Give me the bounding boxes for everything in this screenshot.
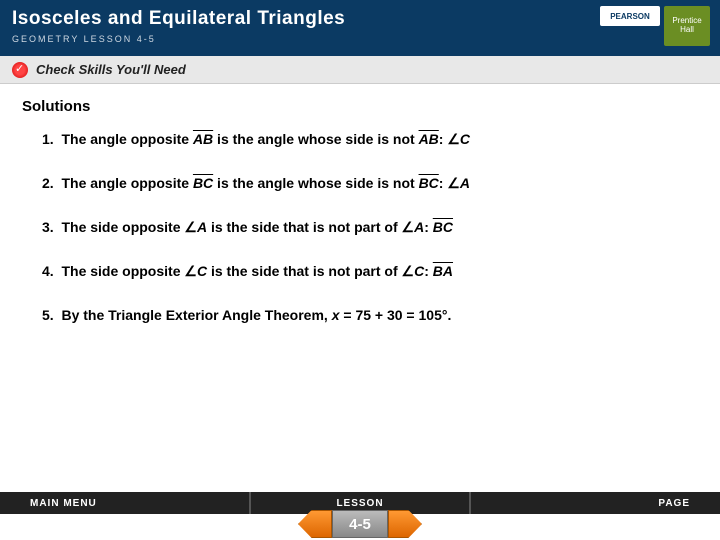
solution-item-3: 3. The side opposite ∠A is the side that… (22, 217, 698, 239)
solution-item-2: 2. The angle opposite BC is the angle wh… (22, 173, 698, 195)
page-label: PAGE (471, 492, 720, 514)
header: Isosceles and Equilateral Triangles GEOM… (0, 0, 720, 56)
main-menu-button[interactable]: MAIN MENU (0, 492, 251, 514)
publisher-logo: PEARSON Prentice Hall (600, 6, 710, 46)
page-number: 4-5 (332, 510, 388, 538)
prev-page-button[interactable] (298, 510, 332, 538)
logo-prentice-hall: Prentice Hall (664, 6, 710, 46)
content-area: Solutions 1. The angle opposite AB is th… (0, 84, 720, 362)
logo-pearson: PEARSON (600, 6, 660, 26)
solution-item-1: 1. The angle opposite AB is the angle wh… (22, 129, 698, 151)
page-nav: 4-5 (298, 508, 422, 540)
solution-item-4: 4. The side opposite ∠C is the side that… (22, 261, 698, 283)
check-skills-bar: Check Skills You'll Need (0, 56, 720, 84)
solution-item-5: 5. By the Triangle Exterior Angle Theore… (22, 305, 698, 326)
solutions-heading: Solutions (22, 98, 698, 115)
check-icon (12, 62, 28, 78)
footer: MAIN MENU LESSON PAGE 4-5 (0, 492, 720, 540)
check-skills-text: Check Skills You'll Need (36, 62, 186, 77)
next-page-button[interactable] (388, 510, 422, 538)
